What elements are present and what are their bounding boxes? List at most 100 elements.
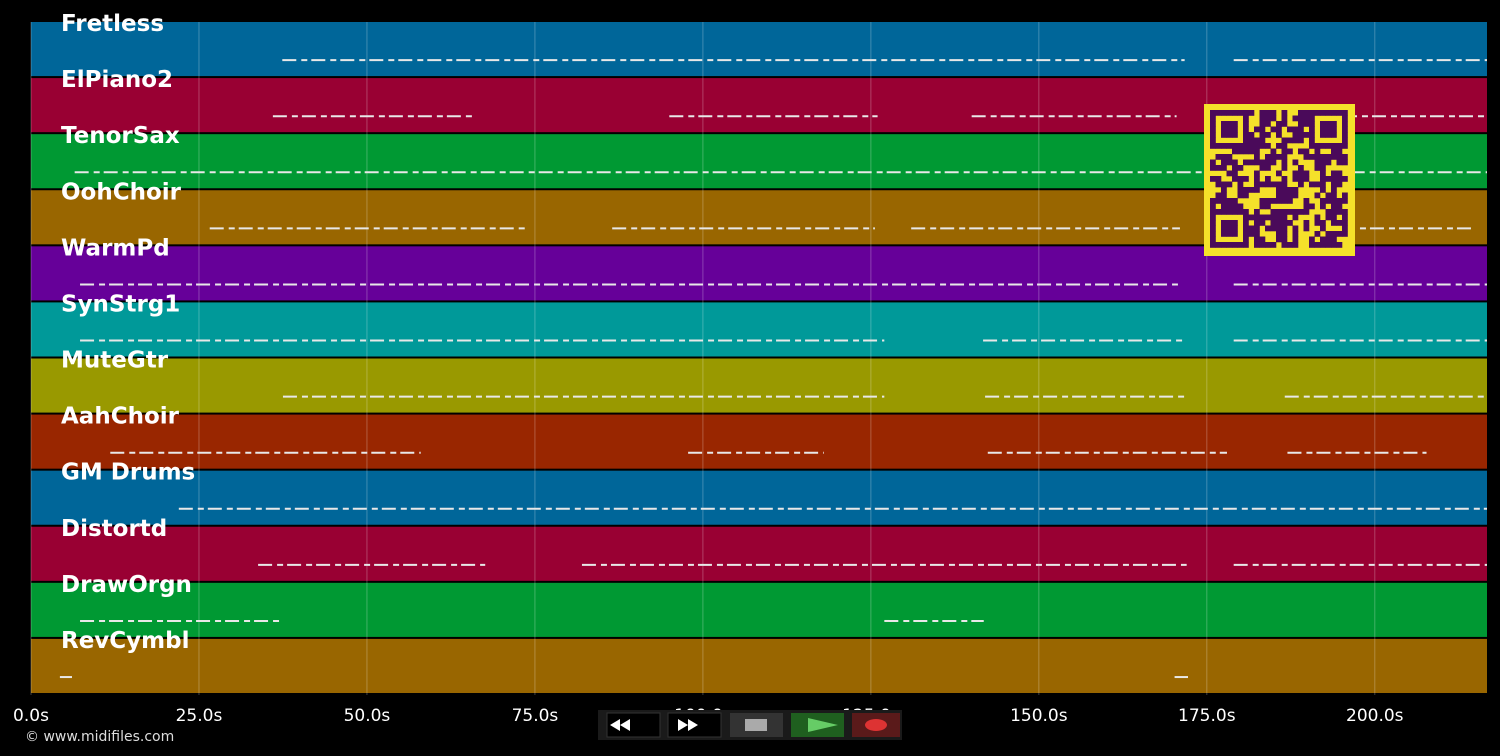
qr-cell	[1336, 176, 1343, 182]
qr-cell	[1243, 242, 1249, 248]
qr-cell	[1292, 126, 1299, 133]
qr-cell	[1276, 192, 1282, 199]
qr-cell	[1281, 137, 1288, 144]
qr-cell	[1210, 225, 1216, 232]
track-band	[31, 526, 1487, 581]
qr-cell	[1215, 176, 1222, 182]
qr-cell	[1325, 242, 1332, 248]
qr-cell	[1254, 176, 1260, 182]
qr-cell	[1259, 198, 1266, 204]
qr-cell	[1331, 236, 1337, 243]
qr-cell	[1254, 220, 1260, 226]
qr-cell	[1232, 170, 1238, 177]
qr-cell	[1309, 143, 1315, 149]
rewind-button[interactable]	[606, 712, 661, 738]
qr-cell	[1226, 159, 1233, 166]
qr-cell	[1210, 176, 1216, 182]
qr-cell	[1331, 209, 1337, 215]
qr-cell	[1320, 198, 1326, 204]
grid	[30, 22, 1376, 695]
qr-cell	[1259, 242, 1266, 248]
qr-cell	[1292, 132, 1299, 138]
qr-cell	[1254, 148, 1260, 155]
qr-cell	[1342, 220, 1348, 226]
qr-cell	[1276, 236, 1282, 243]
forward-button[interactable]	[667, 712, 722, 738]
qr-cell	[1281, 165, 1288, 171]
qr-cell	[1276, 187, 1282, 193]
track-band	[31, 582, 1487, 637]
qr-cell	[1320, 242, 1326, 248]
qr-cell	[1342, 192, 1348, 199]
qr-cell	[1254, 242, 1260, 248]
qr-cell	[1276, 132, 1282, 138]
qr-cell	[1342, 159, 1348, 166]
qr-cell	[1276, 181, 1282, 188]
qr-cell	[1325, 176, 1332, 182]
qr-cell	[1281, 198, 1288, 204]
qr-cell	[1336, 198, 1343, 204]
qr-cell	[1292, 192, 1299, 199]
qr-cell	[1336, 148, 1343, 155]
qr-cell	[1259, 143, 1266, 149]
qr-cell	[1215, 192, 1222, 199]
qr-cell	[1331, 126, 1337, 133]
qr-cell	[1331, 203, 1337, 210]
qr-code	[1204, 104, 1355, 256]
qr-cell	[1243, 176, 1249, 182]
qr-cell	[1232, 110, 1238, 116]
qr-cell	[1243, 231, 1249, 237]
qr-cell	[1281, 121, 1288, 127]
play-button[interactable]	[791, 713, 844, 737]
track-band	[31, 470, 1487, 525]
qr-cell	[1265, 110, 1271, 116]
qr-cell	[1221, 203, 1227, 210]
stop-button[interactable]	[730, 713, 783, 737]
qr-cell	[1232, 198, 1238, 204]
record-button[interactable]	[852, 713, 900, 737]
track-name: DrawOrgn	[61, 572, 192, 598]
qr-cell	[1226, 181, 1233, 188]
qr-cell	[1237, 203, 1244, 210]
qr-cell	[1270, 110, 1277, 116]
qr-cell	[1210, 143, 1216, 149]
qr-cell	[1254, 137, 1260, 144]
qr-cell	[1303, 225, 1310, 232]
qr-cell	[1226, 225, 1233, 232]
qr-cell	[1248, 187, 1255, 193]
qr-cell	[1259, 159, 1266, 166]
qr-cell	[1243, 159, 1249, 166]
qr-cell	[1342, 137, 1348, 144]
qr-cell	[1336, 110, 1343, 116]
qr-cell	[1226, 203, 1233, 210]
qr-cell	[1276, 231, 1282, 237]
qr-cell	[1215, 181, 1222, 188]
qr-cell	[1320, 126, 1326, 133]
qr-cell	[1320, 220, 1326, 226]
track-name: Fretless	[61, 11, 164, 37]
qr-cell	[1320, 154, 1326, 160]
qr-cell	[1243, 225, 1249, 232]
qr-cell	[1309, 132, 1315, 138]
qr-cell	[1259, 203, 1266, 210]
qr-cell	[1232, 143, 1238, 149]
qr-cell	[1237, 143, 1244, 149]
qr-cell	[1276, 143, 1282, 149]
qr-cell	[1270, 148, 1277, 155]
qr-cell	[1320, 143, 1326, 149]
qr-cell	[1336, 242, 1343, 248]
qr-cell	[1243, 148, 1249, 155]
qr-cell	[1320, 121, 1326, 127]
qr-cell	[1221, 242, 1227, 248]
qr-cell	[1292, 242, 1299, 248]
qr-cell	[1243, 236, 1249, 243]
qr-cell	[1292, 115, 1299, 122]
qr-cell	[1232, 242, 1238, 248]
qr-cell	[1336, 159, 1343, 166]
qr-cell	[1331, 231, 1337, 237]
qr-cell	[1237, 165, 1244, 171]
qr-cell	[1259, 110, 1266, 116]
qr-cell	[1221, 225, 1227, 232]
qr-cell	[1298, 165, 1304, 171]
qr-cell	[1314, 148, 1321, 155]
